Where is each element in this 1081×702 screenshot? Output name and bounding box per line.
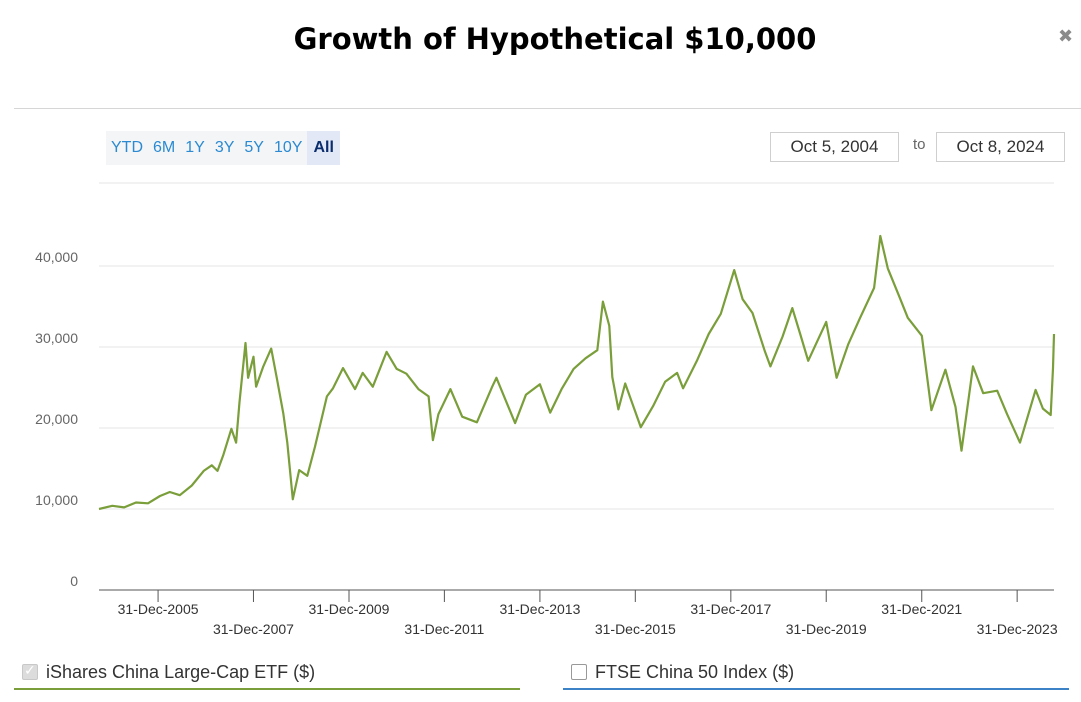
range-ytd-button[interactable]: YTD — [111, 139, 143, 156]
x-tick-label: 31-Dec-2005 — [118, 601, 199, 617]
range-5y-button[interactable]: 5Y — [244, 139, 264, 156]
range-10y-button[interactable]: 10Y — [273, 139, 303, 156]
header-divider — [14, 108, 1081, 109]
series-group — [98, 234, 1056, 511]
x-tick-label: 31-Dec-2011 — [404, 621, 484, 637]
range-1y-button[interactable]: 1Y — [185, 139, 205, 156]
chart-title: Growth of Hypothetical $10,000 — [293, 22, 817, 56]
y-tick-label: 40,000 — [35, 249, 78, 265]
y-tick-label: 20,000 — [35, 411, 78, 427]
legend-ishares-item[interactable]: iShares China Large-Cap ETF ($) — [14, 656, 520, 690]
range-all-button[interactable]: All — [307, 131, 340, 165]
x-tick-label: 31-Dec-2015 — [595, 621, 676, 637]
x-tick-label: 31-Dec-2017 — [690, 601, 771, 617]
date-to-label: to — [913, 136, 926, 153]
close-icon[interactable]: ✖ — [1058, 26, 1074, 46]
x-tick-label: 31-Dec-2007 — [213, 621, 294, 637]
series-line-ishares — [98, 234, 1056, 511]
x-axis: 31-Dec-2005 31-Dec-2007 31-Dec-2009 31-Dec-… — [99, 589, 1058, 637]
x-tick-label: 31-Dec-2021 — [881, 601, 962, 617]
grid-lines — [99, 182, 1054, 510]
legend-ftse-label: FTSE China 50 Index ($) — [595, 661, 795, 682]
legend-ftse-item[interactable]: FTSE China 50 Index ($) — [563, 656, 1069, 690]
date-from-input[interactable]: Oct 5, 2004 — [770, 132, 899, 162]
range-3y-button[interactable]: 3Y — [214, 139, 235, 156]
x-tick-label: 31-Dec-2009 — [309, 601, 390, 617]
x-tick-label: 31-Dec-2023 — [977, 621, 1058, 637]
legend-ishares-label: iShares China Large-Cap ETF ($) — [46, 661, 316, 682]
y-tick-label: 0 — [70, 573, 78, 589]
legend-ftse-checkbox[interactable] — [571, 664, 587, 680]
x-tick-label: 31-Dec-2013 — [499, 601, 580, 617]
legend-ishares-checkbox[interactable] — [22, 662, 38, 680]
range-6m-button[interactable]: 6M — [153, 139, 176, 156]
y-tick-label: 30,000 — [35, 330, 78, 346]
y-tick-label: 10,000 — [35, 492, 78, 508]
date-to-input[interactable]: Oct 8, 2024 — [936, 132, 1065, 162]
y-axis-ticks: 0 10,000 20,000 30,000 40,000 — [35, 249, 78, 589]
x-tick-label: 31-Dec-2019 — [786, 621, 867, 637]
range-selector: YTD 6M 1Y 3Y 5Y 10Y All — [106, 131, 340, 165]
